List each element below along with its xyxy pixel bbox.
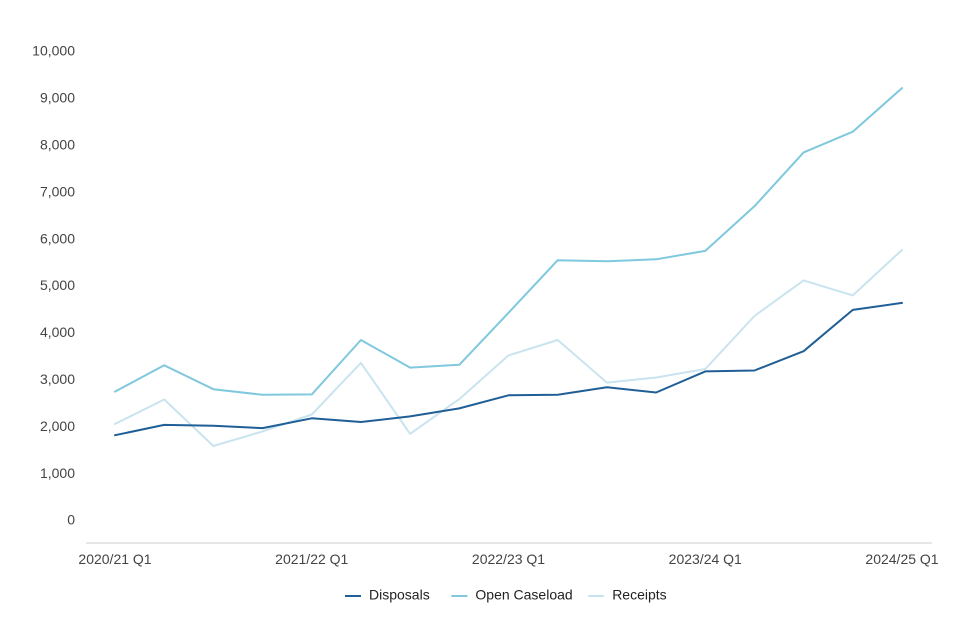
chart-legend: Disposals Open Caseload Receipts (345, 587, 667, 603)
y-tick-label: 8,000 (40, 137, 75, 153)
x-tick-label: 2021/22 Q1 (275, 551, 348, 567)
y-tick-label: 6,000 (40, 230, 75, 246)
y-tick-label: 4,000 (40, 324, 75, 340)
y-tick-label: 0 (67, 512, 75, 528)
y-axis-ticks: 0 1,000 2,000 3,000 4,000 5,000 6,000 7,000 8,00… (32, 43, 75, 528)
x-tick-label: 2024/25 Q1 (865, 551, 938, 567)
y-tick-label: 2,000 (40, 418, 75, 434)
y-tick-label: 5,000 (40, 277, 75, 293)
y-tick-label: 3,000 (40, 371, 75, 387)
series-line-receipts (114, 248, 903, 447)
legend-item-disposals: Disposals (345, 587, 430, 603)
y-tick-label: 1,000 (40, 465, 75, 481)
y-tick-label: 10,000 (32, 43, 75, 59)
x-tick-label: 2023/24 Q1 (669, 551, 742, 567)
y-tick-label: 9,000 (40, 90, 75, 106)
x-tick-label: 2020/21 Q1 (78, 551, 151, 567)
legend-item-receipts: Receipts (588, 587, 667, 603)
legend-item-open-caseload: Open Caseload (451, 587, 573, 603)
series-line-open-caseload (114, 87, 903, 396)
legend-label: Disposals (369, 587, 430, 603)
legend-label: Open Caseload (475, 587, 572, 603)
x-axis-ticks: 2020/21 Q1 2021/22 Q1 2022/23 Q1 2023/24 Q1… (78, 551, 938, 567)
series-lines (114, 87, 903, 447)
x-tick-label: 2022/23 Q1 (472, 551, 545, 567)
series-line-disposals (114, 301, 903, 437)
y-tick-label: 7,000 (40, 183, 75, 199)
legend-label: Receipts (612, 587, 666, 603)
